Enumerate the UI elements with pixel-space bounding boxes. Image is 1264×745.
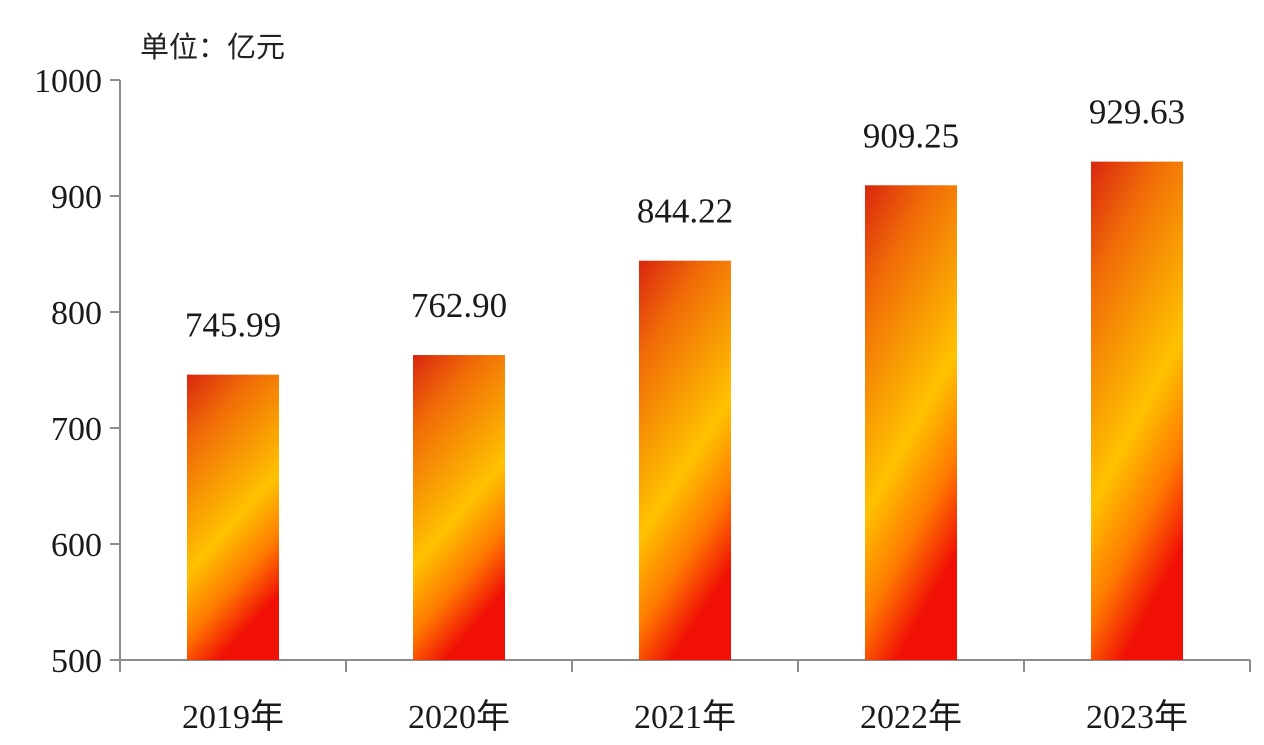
x-tick-label: 2023年 xyxy=(1086,698,1188,736)
y-tick-label: 900 xyxy=(51,179,102,216)
data-label: 909.25 xyxy=(863,116,959,155)
unit-label: 单位：亿元 xyxy=(140,30,285,64)
bar xyxy=(187,374,279,660)
data-label: 745.99 xyxy=(185,306,281,345)
x-axis xyxy=(119,659,1251,672)
x-tick-label: 2020年 xyxy=(408,698,510,736)
x-tick-label: 2022年 xyxy=(860,698,962,736)
y-axis: 500 600 700 800 900 1000 xyxy=(34,63,121,680)
data-label: 929.63 xyxy=(1089,93,1185,132)
data-label: 844.22 xyxy=(637,192,733,231)
bar xyxy=(865,185,957,660)
data-label: 762.90 xyxy=(411,286,507,325)
y-tick-label: 1000 xyxy=(34,63,102,100)
x-tick-label: 2021年 xyxy=(634,698,736,736)
bar xyxy=(1091,161,1183,660)
bar xyxy=(639,260,731,660)
bar xyxy=(413,355,505,660)
y-tick-label: 500 xyxy=(51,643,102,680)
y-tick-label: 800 xyxy=(51,295,102,332)
y-tick-label: 700 xyxy=(51,411,102,448)
category-labels: 2019年 2020年 2021年 2022年 2023年 xyxy=(182,698,1188,736)
bars xyxy=(187,161,1183,660)
value-labels: 745.99 762.90 844.22 909.25 929.63 xyxy=(185,93,1185,345)
x-tick-label: 2019年 xyxy=(182,698,284,736)
y-tick-label: 600 xyxy=(51,527,102,564)
